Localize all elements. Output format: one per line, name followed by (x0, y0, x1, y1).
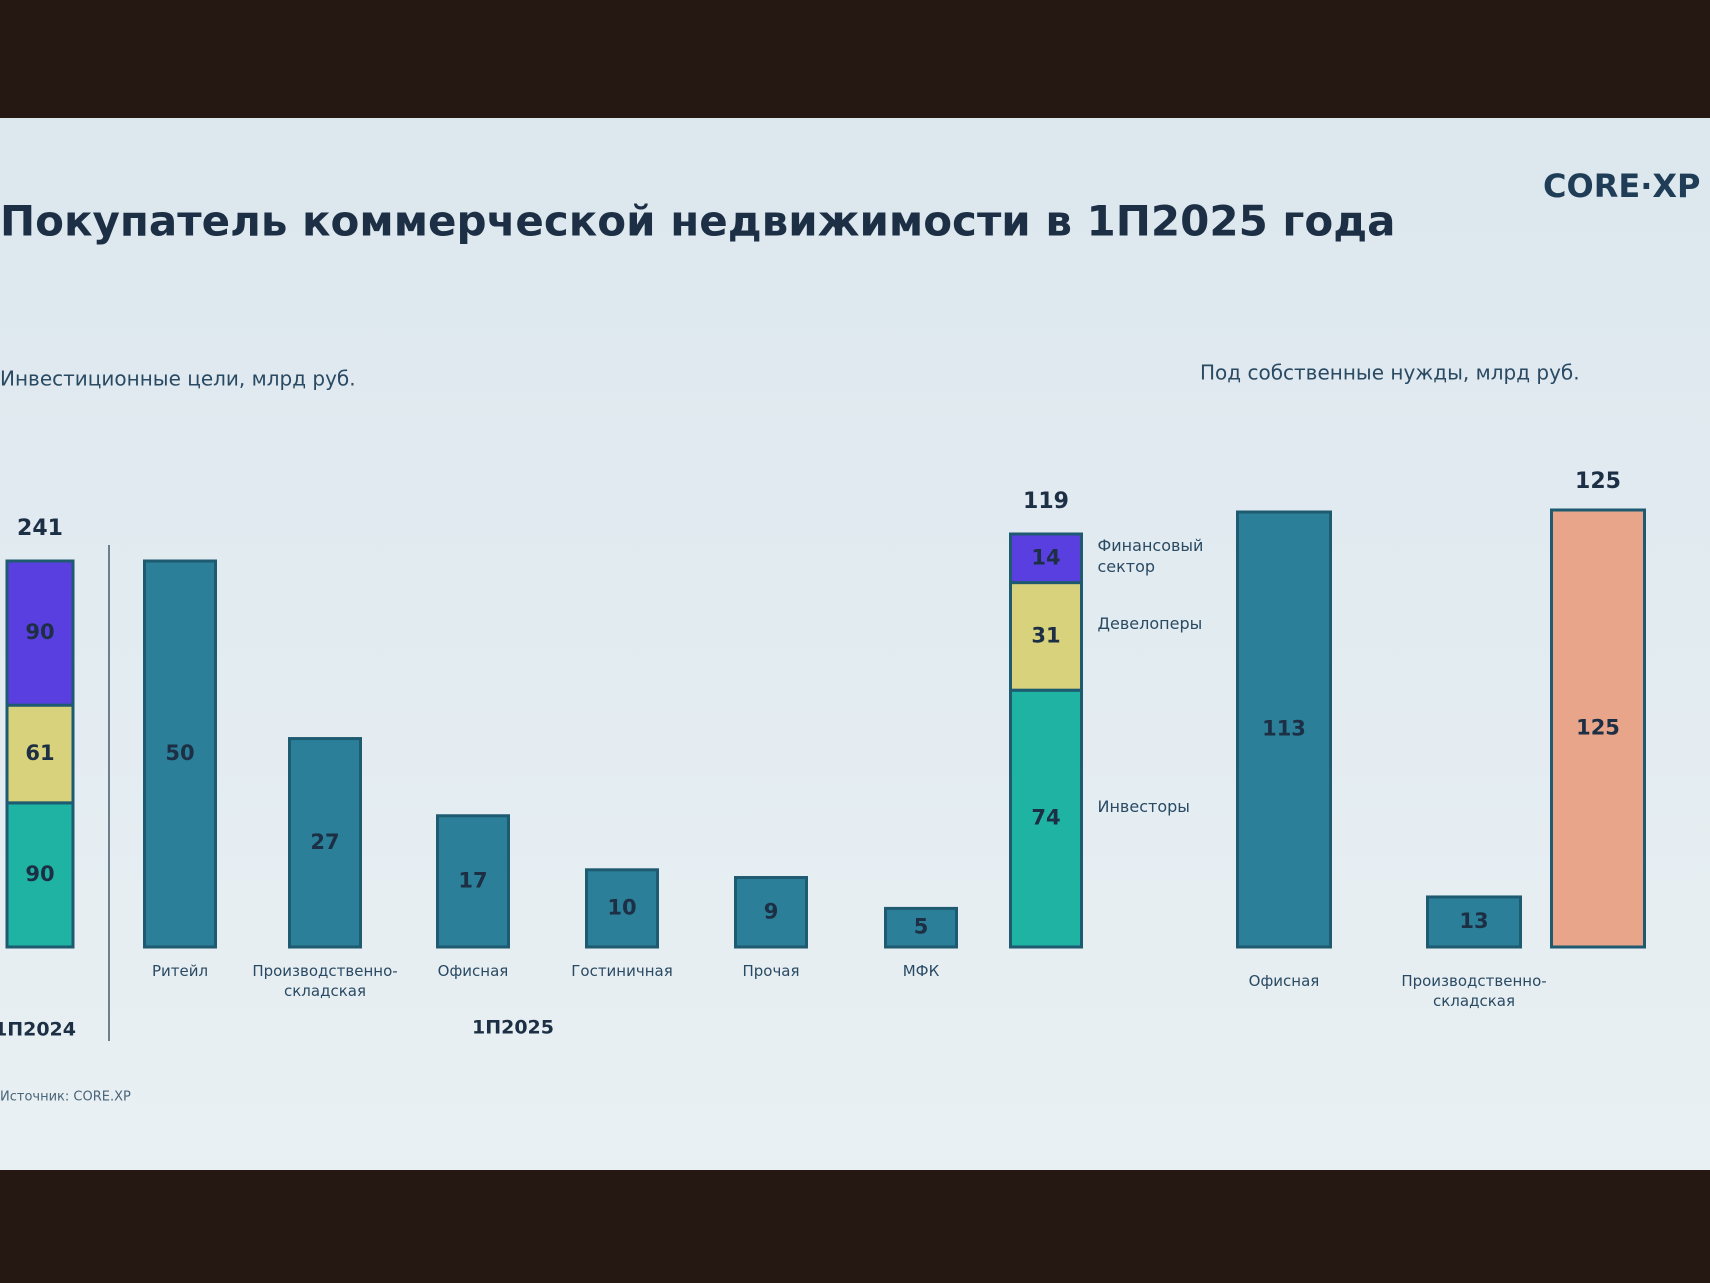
x-tick-label: Прочая (742, 962, 800, 980)
bar-segment (5, 801, 75, 949)
bar (288, 737, 362, 949)
x-tick-label: Ритейл (151, 962, 209, 980)
source: Источник: CORE.XP (0, 1090, 131, 1105)
legend-label: Девелоперы (1097, 614, 1203, 634)
legend-label: Финансовый сектор (1097, 536, 1204, 577)
x-tick-label: Гостиничная (571, 962, 673, 980)
bar (884, 906, 958, 949)
bar (1236, 510, 1332, 949)
bar-segment (5, 703, 75, 805)
x-tick-label: Производственно-складская (1401, 972, 1547, 1010)
x-tick-label: Офисная (1248, 972, 1320, 990)
bar (1550, 508, 1646, 949)
bar-segment (5, 559, 75, 707)
slide (0, 118, 1710, 1170)
value-label: 61 (25, 741, 54, 765)
value-label: 17 (458, 868, 487, 892)
panel-title: Под собственные нужды, млрд руб. (1200, 361, 1580, 385)
bar-segment (1009, 532, 1083, 585)
slide-title: Покупатель коммерческой недвижимости в 1… (0, 197, 1396, 246)
value-label: 50 (165, 741, 194, 765)
value-label: 14 (1031, 545, 1060, 569)
value-label: 13 (1459, 909, 1488, 933)
bar (143, 559, 217, 949)
value-label: 10 (607, 895, 636, 919)
bar (436, 814, 510, 949)
value-label: 125 (1576, 716, 1620, 740)
value-label: 5 (914, 915, 929, 939)
total-label: 119 (1023, 489, 1069, 514)
value-label: 31 (1031, 623, 1060, 647)
value-label: 90 (25, 862, 54, 886)
value-label: 74 (1031, 806, 1060, 830)
panel-title: Инвестиционные цели, млрд руб. (0, 367, 356, 391)
x-tick-label: Офисная (437, 962, 509, 980)
total-label: 241 (17, 516, 63, 541)
total-label: 125 (1575, 469, 1621, 494)
group-label: 1П2025 (472, 1017, 554, 1039)
value-label: 27 (310, 830, 339, 854)
legend-label: Инвесторы (1097, 796, 1190, 816)
bar (734, 876, 808, 949)
value-label: 113 (1262, 717, 1306, 741)
value-label: 90 (25, 620, 54, 644)
bar-segment (1009, 581, 1083, 692)
bar (1426, 895, 1522, 949)
x-tick-label: 1П2024 (0, 1019, 76, 1041)
bar (585, 868, 659, 949)
logo: CORE·XP (1543, 167, 1700, 205)
x-tick-label: Производственно-складская (252, 962, 398, 1000)
value-label: 9 (764, 899, 779, 923)
x-tick-label: МФК (902, 962, 940, 980)
